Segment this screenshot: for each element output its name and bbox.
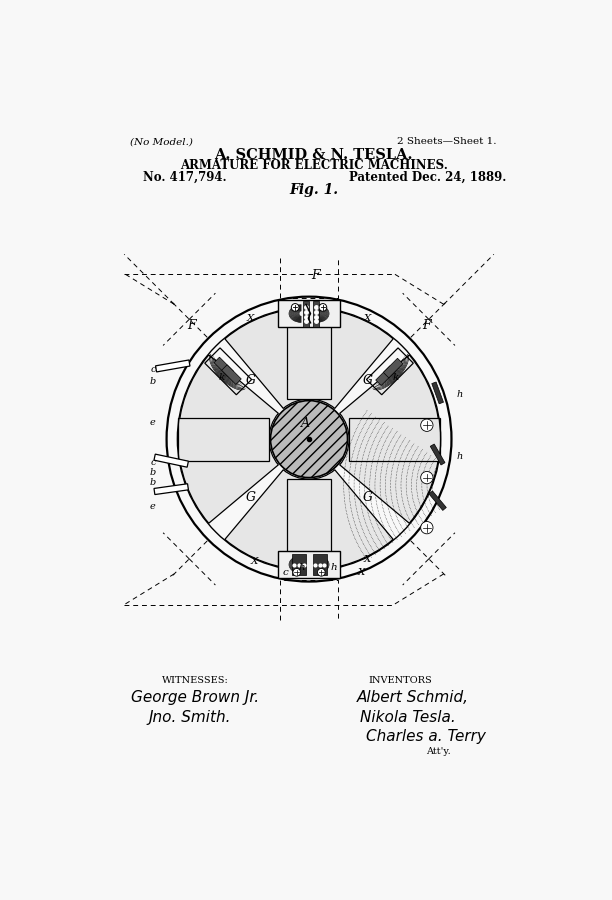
Text: k: k <box>219 373 225 382</box>
Text: h: h <box>456 390 462 399</box>
Bar <box>292 554 306 575</box>
Polygon shape <box>349 418 440 461</box>
Text: A. SCHMID & N. TESLA.: A. SCHMID & N. TESLA. <box>214 148 413 162</box>
Text: h: h <box>330 563 337 572</box>
Text: e: e <box>150 418 156 427</box>
Text: No. 417,794.: No. 417,794. <box>143 171 227 184</box>
Circle shape <box>318 569 325 576</box>
Text: h: h <box>298 563 305 572</box>
Bar <box>278 551 340 579</box>
Text: Att'y.: Att'y. <box>426 747 451 756</box>
Text: Fig. 1.: Fig. 1. <box>289 184 338 197</box>
Text: X: X <box>357 568 365 577</box>
Bar <box>278 300 340 328</box>
Text: X: X <box>251 557 258 566</box>
Text: Nikola Tesla.: Nikola Tesla. <box>360 710 455 725</box>
Text: X: X <box>364 314 371 323</box>
Polygon shape <box>155 360 190 372</box>
Text: e: e <box>150 502 156 511</box>
Text: G: G <box>245 374 255 387</box>
Circle shape <box>420 521 433 534</box>
Text: F: F <box>188 319 196 331</box>
Wedge shape <box>178 355 278 523</box>
Circle shape <box>271 400 348 478</box>
Polygon shape <box>431 382 444 404</box>
Text: X: X <box>247 314 254 323</box>
Text: c: c <box>283 568 289 577</box>
Polygon shape <box>214 357 234 377</box>
Polygon shape <box>376 366 395 385</box>
Polygon shape <box>178 418 269 461</box>
Text: Jno. Smith.: Jno. Smith. <box>149 710 231 725</box>
Text: (No Model.): (No Model.) <box>130 138 193 147</box>
Text: k: k <box>393 373 399 382</box>
Polygon shape <box>222 364 241 384</box>
Circle shape <box>291 303 299 311</box>
Circle shape <box>319 303 327 311</box>
Text: b: b <box>149 479 156 488</box>
Polygon shape <box>288 479 330 570</box>
Text: F: F <box>311 268 319 282</box>
Circle shape <box>293 569 300 576</box>
Text: ARMATURE FOR ELECTRIC MACHINES.: ARMATURE FOR ELECTRIC MACHINES. <box>180 158 447 172</box>
Wedge shape <box>340 355 440 523</box>
Polygon shape <box>430 444 445 465</box>
Circle shape <box>420 472 433 484</box>
Text: INVENTORS: INVENTORS <box>368 676 431 685</box>
Text: 2 Sheets—Sheet 1.: 2 Sheets—Sheet 1. <box>397 138 497 147</box>
Text: b: b <box>149 469 156 478</box>
Wedge shape <box>225 470 393 570</box>
Text: X: X <box>364 555 371 564</box>
Polygon shape <box>154 483 188 495</box>
Text: Charles a. Terry: Charles a. Terry <box>366 729 486 743</box>
Text: George Brown Jr.: George Brown Jr. <box>131 690 259 705</box>
Text: b: b <box>149 377 156 386</box>
Text: G: G <box>245 491 255 504</box>
Polygon shape <box>154 454 188 467</box>
Polygon shape <box>288 308 330 399</box>
Text: c: c <box>151 365 156 374</box>
Text: Patented Dec. 24, 1889.: Patented Dec. 24, 1889. <box>349 171 507 184</box>
Text: G: G <box>363 491 373 504</box>
Text: c: c <box>151 458 156 467</box>
Text: Albert Schmid,: Albert Schmid, <box>357 690 469 705</box>
Text: h: h <box>456 452 462 461</box>
Text: G: G <box>363 374 373 387</box>
Text: WITNESSES:: WITNESSES: <box>162 676 228 685</box>
Bar <box>313 554 327 575</box>
Text: A: A <box>300 418 310 430</box>
Wedge shape <box>225 308 393 409</box>
Bar <box>313 301 319 327</box>
Text: F: F <box>422 319 430 331</box>
Polygon shape <box>429 491 446 510</box>
Polygon shape <box>383 358 403 378</box>
Circle shape <box>420 419 433 431</box>
Bar <box>303 301 309 327</box>
